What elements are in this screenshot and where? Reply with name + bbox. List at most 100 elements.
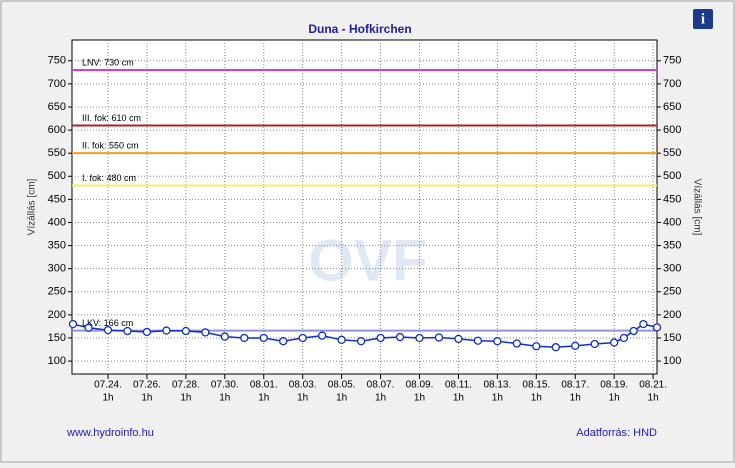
x-tick-label: 07.26.: [133, 380, 161, 391]
y2-tick-label: 300: [663, 263, 681, 275]
y2-tick-label: 700: [663, 78, 681, 90]
data-point: [318, 331, 327, 340]
data-point: [610, 338, 619, 347]
y2-tick-label: 350: [663, 239, 681, 251]
y2-tick-label: 150: [663, 332, 681, 344]
x-tick-label: 07.28.: [172, 380, 200, 391]
y2-tick-label: 500: [663, 170, 681, 182]
x-tick-label: 08.01.: [250, 380, 278, 391]
y-tick-label: 450: [48, 193, 66, 205]
footer-link[interactable]: www.hydroinfo.hu: [66, 427, 154, 439]
data-point: [123, 326, 132, 336]
y2-tick-label: 200: [663, 309, 681, 321]
y-tick-label: 650: [48, 101, 66, 113]
data-point: [473, 336, 483, 345]
threshold-label: I. fok: 480 cm: [82, 173, 136, 183]
x-tick-hour: 1h: [531, 393, 542, 404]
data-point: [259, 333, 268, 343]
data-point: [629, 326, 638, 336]
data-point: [434, 333, 444, 342]
x-tick-hour: 1h: [453, 393, 464, 404]
y-axis-label: Vízállás [cm]: [27, 178, 38, 235]
data-point: [84, 323, 93, 332]
y-tick-label: 250: [48, 286, 66, 298]
data-point: [551, 343, 560, 352]
x-tick-label: 08.09.: [406, 380, 434, 391]
data-point: [639, 319, 648, 329]
x-tick-hour: 1h: [570, 393, 581, 404]
x-tick-hour: 1h: [609, 393, 620, 404]
y-tick-label: 500: [48, 170, 66, 182]
data-point: [512, 339, 521, 348]
threshold-label: LKV: 166 cm: [82, 318, 133, 328]
info-icon[interactable]: i: [701, 11, 705, 27]
data-point: [571, 341, 580, 350]
x-tick-label: 08.15.: [522, 380, 550, 391]
data-point: [532, 342, 541, 351]
y2-tick-label: 650: [663, 101, 681, 113]
y-tick-label: 550: [48, 147, 66, 159]
data-point: [652, 323, 662, 332]
footer-source: Adatforrás: HND: [576, 427, 657, 439]
x-tick-label: 08.21.: [639, 380, 667, 391]
data-point: [68, 319, 78, 329]
data-point: [279, 337, 288, 346]
x-tick-hour: 1h: [414, 393, 425, 404]
y-tick-label: 750: [48, 55, 66, 67]
x-tick-hour: 1h: [102, 393, 113, 404]
y-tick-label: 300: [48, 263, 66, 275]
threshold-label: III. fok: 610 cm: [82, 113, 141, 123]
x-tick-hour: 1h: [180, 393, 191, 404]
data-point: [298, 333, 307, 343]
data-point: [619, 333, 629, 343]
y-tick-label: 150: [48, 332, 66, 344]
y-tick-label: 600: [48, 124, 66, 136]
data-point: [356, 337, 366, 346]
chart-title: Duna - Hofkirchen: [308, 22, 411, 36]
y-tick-label: 100: [48, 355, 66, 367]
data-point: [590, 339, 599, 349]
data-point: [220, 332, 229, 341]
threshold-label: II. fok: 550 cm: [82, 141, 139, 151]
x-tick-hour: 1h: [297, 393, 308, 404]
y2-tick-label: 100: [663, 355, 681, 367]
y2-tick-label: 400: [663, 216, 681, 228]
x-tick-label: 08.07.: [367, 380, 395, 391]
x-tick-hour: 1h: [336, 393, 347, 404]
x-tick-label: 07.24.: [94, 380, 122, 391]
y-tick-label: 200: [48, 309, 66, 321]
x-tick-label: 08.11.: [445, 380, 472, 391]
y-tick-label: 350: [48, 239, 66, 251]
x-tick-label: 08.03.: [289, 380, 317, 391]
data-point: [454, 334, 463, 344]
data-point: [162, 326, 171, 335]
x-tick-label: 08.13.: [483, 380, 511, 391]
data-point: [201, 328, 210, 337]
plot-area: [71, 39, 658, 375]
x-tick-hour: 1h: [258, 393, 269, 404]
data-point: [376, 333, 385, 343]
info-button[interactable]: [693, 9, 713, 29]
data-point: [142, 327, 152, 337]
x-tick-label: 07.30.: [211, 380, 239, 391]
x-tick-label: 08.05.: [328, 380, 356, 391]
x-tick-hour: 1h: [375, 393, 386, 404]
data-point: [337, 335, 346, 344]
x-tick-label: 08.19.: [600, 380, 628, 391]
data-point: [415, 333, 424, 343]
threshold-label: LNV: 730 cm: [82, 57, 134, 67]
watermark: OVF: [308, 228, 427, 293]
data-point: [493, 337, 502, 346]
y2-axis-label: Vízállás [cm]: [691, 179, 702, 236]
x-tick-hour: 1h: [219, 393, 230, 404]
data-point: [181, 326, 191, 336]
y2-tick-label: 450: [663, 193, 681, 205]
y-tick-label: 400: [48, 216, 66, 228]
data-point: [240, 333, 249, 343]
x-tick-label: 08.17.: [561, 380, 589, 391]
y-tick-label: 700: [48, 78, 66, 90]
x-tick-hour: 1h: [141, 393, 152, 404]
x-tick-hour: 1h: [648, 393, 659, 404]
